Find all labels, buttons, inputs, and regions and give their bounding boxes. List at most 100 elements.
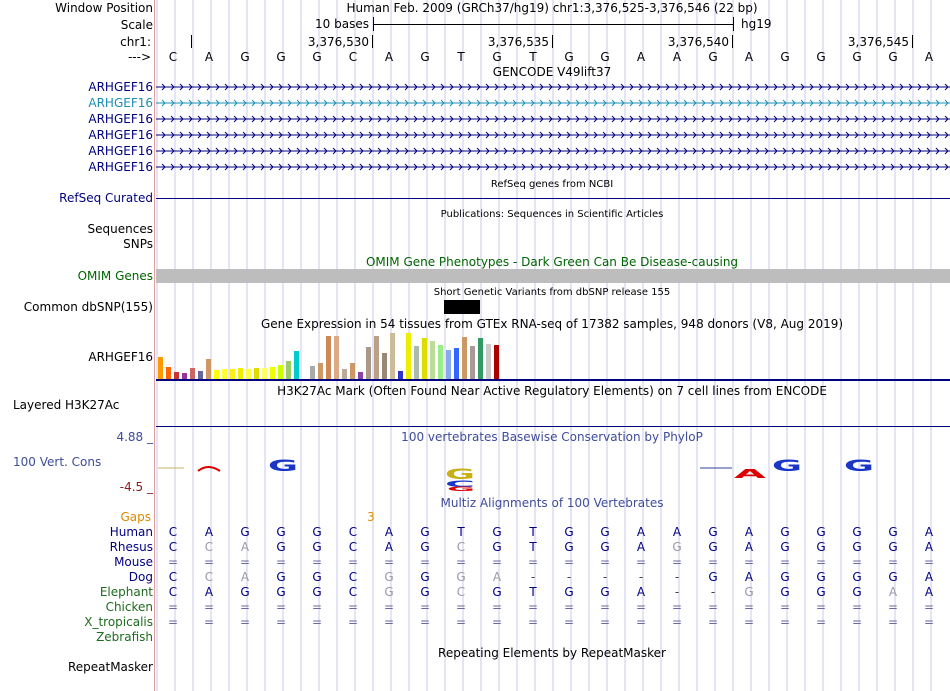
alignment-base: G — [276, 570, 286, 584]
strand-arrow — [179, 115, 184, 123]
strand-arrow — [557, 147, 562, 155]
strand-arrow — [611, 83, 616, 91]
gtex-tissue-bar — [270, 367, 275, 379]
alignment-base: = — [527, 600, 539, 614]
strand-arrow — [692, 83, 697, 91]
conservation-label[interactable]: 100 Vert. Cons — [13, 455, 102, 469]
gene-label[interactable]: ARHGEF16 — [88, 160, 153, 174]
strand-arrow — [791, 83, 796, 91]
strand-arrow — [566, 99, 571, 107]
alignment-base: = — [743, 600, 755, 614]
alignment-base: G — [420, 540, 430, 554]
omim-label[interactable]: OMIM Genes — [77, 269, 153, 283]
strand-arrow — [395, 163, 400, 171]
strand-arrow — [422, 115, 427, 123]
dbsnp-label[interactable]: Common dbSNP(155) — [23, 300, 153, 314]
strand-arrow — [377, 83, 382, 91]
species-label[interactable]: Chicken — [105, 600, 153, 614]
strand-arrow — [422, 83, 427, 91]
alignment-base: = — [419, 555, 431, 569]
alignment-base: G — [708, 525, 718, 539]
strand-arrow — [845, 99, 850, 107]
alignment-base: T — [529, 525, 537, 539]
species-label[interactable]: Human — [109, 525, 153, 539]
strand-arrow — [710, 131, 715, 139]
species-label[interactable]: Dog — [128, 570, 153, 584]
ruler-coordinate: 3,376,530 — [307, 35, 369, 49]
strand-arrow — [485, 163, 490, 171]
strand-arrow — [359, 163, 364, 171]
gene-label[interactable]: ARHGEF16 — [88, 144, 153, 158]
strand-arrow — [395, 147, 400, 155]
alignment-base: A — [744, 540, 754, 554]
gene-transcript-line[interactable] — [156, 114, 950, 124]
strand-arrow — [683, 115, 688, 123]
strand-arrow — [746, 147, 751, 155]
reference-base: G — [888, 50, 898, 64]
strand-arrow — [440, 147, 445, 155]
gene-transcript-line[interactable] — [156, 82, 950, 92]
gtex-label[interactable]: ARHGEF16 — [88, 350, 153, 364]
species-label[interactable]: Rhesus — [109, 540, 153, 554]
strand-arrow — [674, 115, 679, 123]
species-label[interactable]: X_tropicalis — [84, 615, 153, 629]
conservation-logo[interactable]: G G C G A G G — [156, 452, 950, 492]
strand-arrow — [710, 83, 715, 91]
gtex-bars[interactable] — [156, 331, 536, 379]
strand-arrow — [593, 163, 598, 171]
gene-label[interactable]: ARHGEF16 — [88, 96, 153, 110]
alignment-base: - — [710, 585, 716, 599]
alignment-base: = — [455, 615, 467, 629]
omim-title: OMIM Gene Phenotypes - Dark Green Can Be… — [365, 255, 739, 269]
strand-arrow — [656, 147, 661, 155]
reference-base: G — [564, 50, 574, 64]
strand-arrow — [557, 83, 562, 91]
species-label[interactable]: Elephant — [99, 585, 153, 599]
species-label[interactable]: Zebrafish — [96, 630, 153, 644]
alignment-base: = — [347, 555, 359, 569]
strand-arrow — [737, 115, 742, 123]
gene-transcript-line[interactable] — [156, 98, 950, 108]
chrom-label: chr1: — [120, 35, 151, 49]
gene-transcript-line[interactable] — [156, 162, 950, 172]
gene-label[interactable]: ARHGEF16 — [88, 112, 153, 126]
strand-arrow — [629, 83, 634, 91]
gene-label[interactable]: ARHGEF16 — [88, 128, 153, 142]
omim-bar[interactable] — [156, 269, 950, 283]
strand-arrow — [179, 99, 184, 107]
h3k27ac-baseline — [156, 426, 950, 427]
alignment-base: G — [672, 540, 682, 554]
dbsnp-variant[interactable] — [444, 300, 480, 314]
svg-text:G: G — [772, 456, 802, 475]
strand-arrow — [548, 147, 553, 155]
alignment-base: = — [563, 615, 575, 629]
gtex-tissue-bar — [398, 371, 403, 379]
strand-arrow — [440, 131, 445, 139]
gene-label[interactable]: ARHGEF16 — [88, 80, 153, 94]
strand-arrow — [215, 147, 220, 155]
gene-transcript-line[interactable] — [156, 146, 950, 156]
alignment-base: = — [887, 615, 899, 629]
refseq-label[interactable]: RefSeq Curated — [59, 191, 153, 205]
strand-arrow — [251, 163, 256, 171]
strand-arrow — [539, 99, 544, 107]
strand-arrow — [566, 131, 571, 139]
strand-arrow — [278, 131, 283, 139]
strand-arrow — [458, 83, 463, 91]
species-label[interactable]: Mouse — [114, 555, 153, 569]
strand-arrow — [764, 131, 769, 139]
gene-transcript-line[interactable] — [156, 130, 950, 140]
strand-arrow — [854, 147, 859, 155]
repeatmasker-label[interactable]: RepeatMasker — [67, 660, 153, 674]
gap-marker: 3 — [367, 510, 375, 524]
strand-arrow — [386, 99, 391, 107]
strand-arrow — [521, 131, 526, 139]
strand-arrow — [467, 131, 472, 139]
strand-arrow — [575, 115, 580, 123]
h3k27ac-label[interactable]: Layered H3K27Ac — [13, 398, 120, 412]
publications-label[interactable]: Sequences — [87, 222, 153, 236]
gtex-tissue-bar — [262, 368, 267, 379]
snps-label[interactable]: SNPs — [123, 237, 153, 251]
strand-arrow — [206, 163, 211, 171]
